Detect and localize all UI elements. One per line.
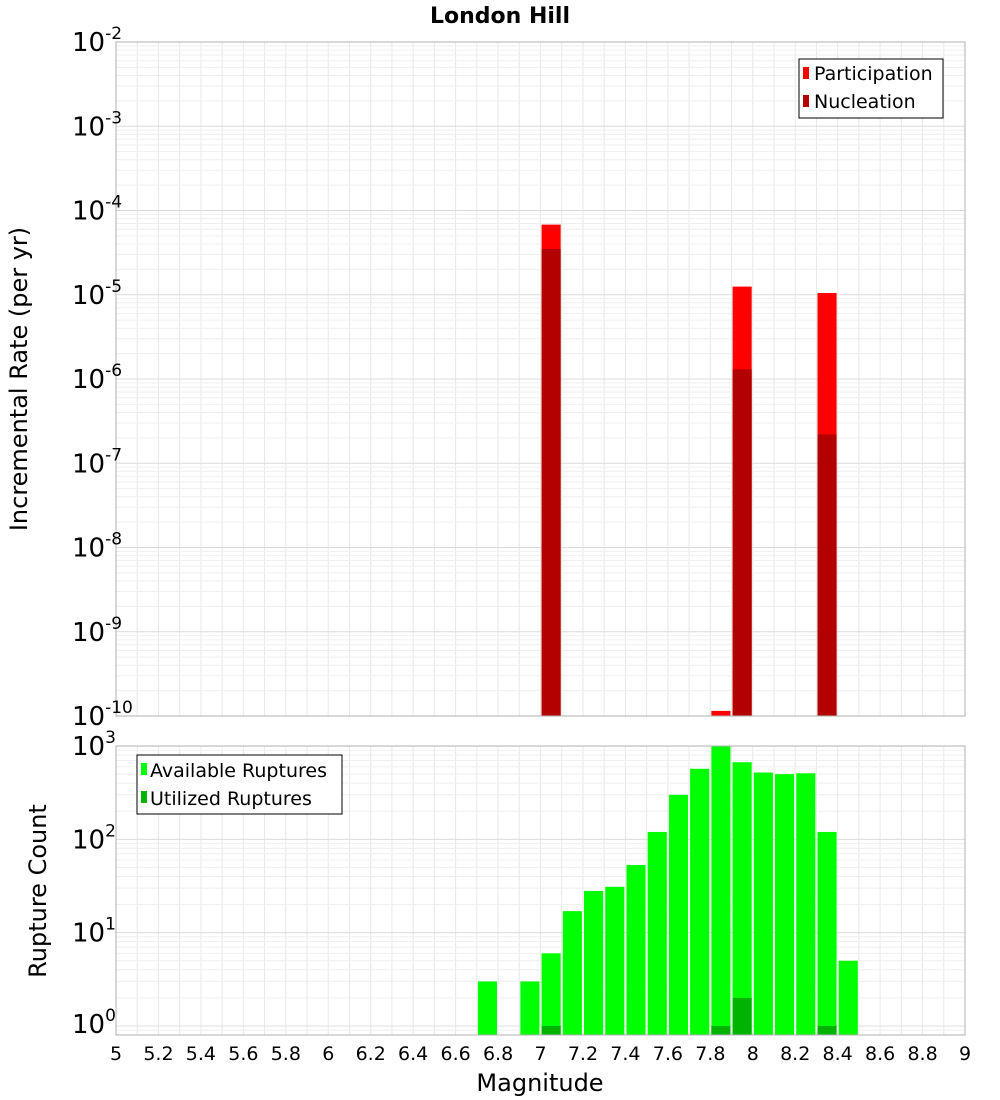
- available-ruptures-bar: [626, 865, 646, 1035]
- available-ruptures-bar: [817, 831, 837, 1035]
- nucleation-bar: [541, 248, 561, 716]
- legend-label-nucleation: Nucleation: [814, 91, 916, 113]
- x-tick-label: 8.8: [907, 1043, 937, 1065]
- available-ruptures-bar: [796, 773, 816, 1035]
- legend-swatch-participation: [803, 67, 809, 79]
- y-tick-exponent: -2: [105, 24, 122, 44]
- y-tick-label: 102: [72, 821, 116, 855]
- y-tick-label: 10-3: [72, 108, 122, 142]
- x-tick-label: 7: [534, 1043, 546, 1065]
- x-tick-label: 8.2: [780, 1043, 810, 1065]
- y-tick-exponent: -8: [105, 530, 122, 550]
- x-tick-label: 6.8: [483, 1043, 513, 1065]
- y-tick-label: 10-6: [72, 361, 122, 395]
- available-ruptures-bar: [838, 960, 858, 1035]
- available-ruptures-bar: [647, 831, 667, 1035]
- y-tick-exponent: -10: [105, 698, 133, 718]
- legend-swatch-utilized: [141, 791, 147, 803]
- x-tick-label: 6: [322, 1043, 334, 1065]
- utilized-ruptures-bar: [711, 1025, 731, 1035]
- x-tick-labels: 5 5.2 5.4 5.6 5.8 6 6.2 6.4 6.6 6.8 7 7.2 7.4 7.6 7.8 8…: [110, 1043, 971, 1065]
- y-tick-label: 10-5: [72, 277, 122, 311]
- y-tick-exponent: 3: [105, 728, 116, 748]
- chart-title: London Hill: [430, 4, 570, 29]
- available-ruptures-bar: [711, 746, 731, 1035]
- legend-label-utilized: Utilized Ruptures: [150, 788, 312, 810]
- y-tick-exponent: -4: [105, 193, 122, 213]
- y-tick-label: 10-4: [72, 193, 122, 227]
- bottom-plot-border: [115, 745, 966, 1036]
- y-tick-label: 10-7: [72, 445, 122, 479]
- y-tick-exponent: -6: [105, 361, 122, 381]
- top-y-axis-label: Incremental Rate (per yr): [5, 227, 33, 531]
- x-tick-label: 5.2: [143, 1043, 173, 1065]
- x-tick-label: 5.8: [271, 1043, 301, 1065]
- y-tick-label: 10-10: [72, 698, 133, 732]
- x-tick-label: 6.4: [398, 1043, 428, 1065]
- legend-label-participation: Participation: [814, 63, 933, 85]
- available-ruptures-bar: [775, 774, 795, 1035]
- x-tick-label: 8.4: [823, 1043, 853, 1065]
- x-tick-label: 6.2: [356, 1043, 386, 1065]
- x-tick-label: 8: [747, 1043, 759, 1065]
- y-tick-label: 10-9: [72, 614, 122, 648]
- legend-label-available: Available Ruptures: [150, 760, 327, 782]
- top-legend-box: [798, 58, 944, 119]
- x-tick-label: 9: [959, 1043, 971, 1065]
- available-ruptures-bar: [562, 911, 582, 1035]
- y-tick-exponent: 2: [105, 821, 116, 841]
- available-ruptures-bar: [732, 762, 752, 1035]
- y-tick-exponent: 0: [105, 1006, 116, 1026]
- y-tick-exponent: -5: [105, 277, 122, 297]
- top-gridlines: [115, 41, 966, 717]
- available-ruptures-bar: [477, 981, 497, 1035]
- legend-swatch-available: [141, 763, 147, 775]
- available-ruptures-bar: [668, 794, 689, 1035]
- x-tick-label: 7.2: [568, 1043, 598, 1065]
- bottom-legend-box: [136, 754, 343, 815]
- available-ruptures-bars: [477, 746, 858, 1035]
- participation-nucleation-panel: 10-10 10-9 10-8 10-7 10-6 10-5 10-4 10-3 10-2 In…: [5, 24, 966, 732]
- y-tick-label: 10-2: [72, 24, 122, 58]
- top-plot-border: [115, 41, 966, 717]
- utilized-ruptures-bar: [817, 1025, 837, 1035]
- available-ruptures-bar: [605, 886, 625, 1035]
- x-tick-label: 7.6: [653, 1043, 683, 1065]
- x-tick-label: 7.8: [695, 1043, 725, 1065]
- x-tick-label: 5.6: [228, 1043, 258, 1065]
- available-ruptures-bar: [753, 772, 773, 1035]
- y-tick-exponent: 1: [105, 915, 116, 935]
- nucleation-bar: [817, 434, 837, 716]
- y-tick-label: 10-8: [72, 530, 122, 564]
- bottom-legend: Available Ruptures Utilized Ruptures: [136, 754, 343, 815]
- x-tick-label: 8.6: [865, 1043, 895, 1065]
- nucleation-bar: [732, 369, 752, 716]
- x-tick-label: 6.6: [440, 1043, 470, 1065]
- utilized-ruptures-bar: [732, 997, 752, 1035]
- y-tick-exponent: -7: [105, 445, 122, 465]
- x-tick-label: 5: [110, 1043, 122, 1065]
- y-tick-label: 100: [72, 1006, 116, 1040]
- top-legend: Participation Nucleation: [798, 58, 944, 119]
- y-tick-exponent: -3: [105, 108, 122, 128]
- y-tick-exponent: -9: [105, 614, 122, 634]
- participation-bar: [711, 710, 731, 716]
- x-tick-label: 7.4: [610, 1043, 640, 1065]
- utilized-ruptures-bars: [541, 997, 837, 1035]
- x-axis-label: Magnitude: [476, 1069, 603, 1097]
- nucleation-bars: [541, 248, 837, 716]
- available-ruptures-bar: [541, 953, 561, 1035]
- y-tick-label: 101: [72, 915, 116, 949]
- legend-swatch-nucleation: [803, 95, 809, 107]
- x-tick-label: 5.4: [186, 1043, 216, 1065]
- y-tick-label: 103: [72, 728, 116, 762]
- utilized-ruptures-bar: [541, 1025, 561, 1035]
- bottom-y-axis-label: Rupture Count: [24, 804, 52, 978]
- available-ruptures-bar: [520, 981, 540, 1035]
- available-ruptures-bar: [584, 890, 604, 1035]
- available-ruptures-bar: [690, 768, 710, 1035]
